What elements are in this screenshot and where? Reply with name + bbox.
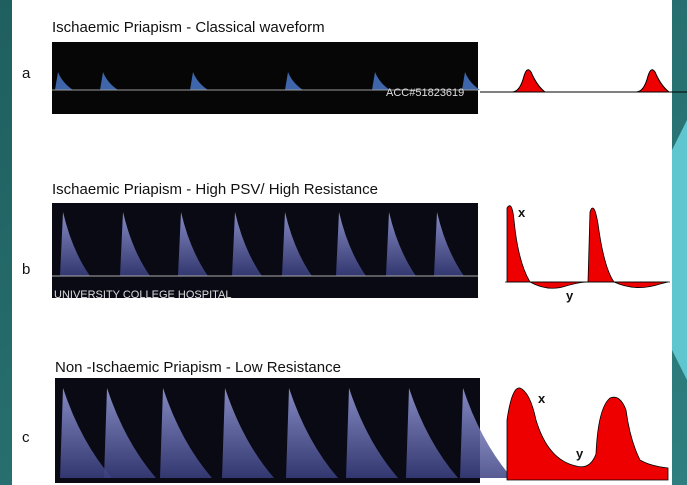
peak-label: x [518, 205, 526, 220]
doppler-image [52, 203, 478, 298]
panel-title: Non -Ischaemic Priapism - Low Resistance [55, 359, 341, 376]
slide: Ischaemic Priapism - Classical waveform … [0, 0, 687, 485]
doppler-image [52, 42, 478, 114]
panel-letter: b [22, 261, 30, 278]
panel-title: Ischaemic Priapism - Classical waveform [52, 19, 325, 36]
page: {"slide": { "panels": [ {"letter": "a", … [0, 0, 687, 485]
accent [672, 120, 687, 380]
peak-label: x [538, 391, 546, 406]
watermark: ACC#51823619 [386, 87, 464, 99]
trough-label: y [576, 446, 584, 461]
panel-title: Ischaemic Priapism - High PSV/ High Resi… [52, 181, 378, 198]
panel-letter: a [22, 65, 31, 82]
panel-letter: c [22, 429, 30, 446]
trough-label: y [566, 288, 574, 303]
watermark: UNIVERSITY COLLEGE HOSPITAL [54, 289, 231, 301]
